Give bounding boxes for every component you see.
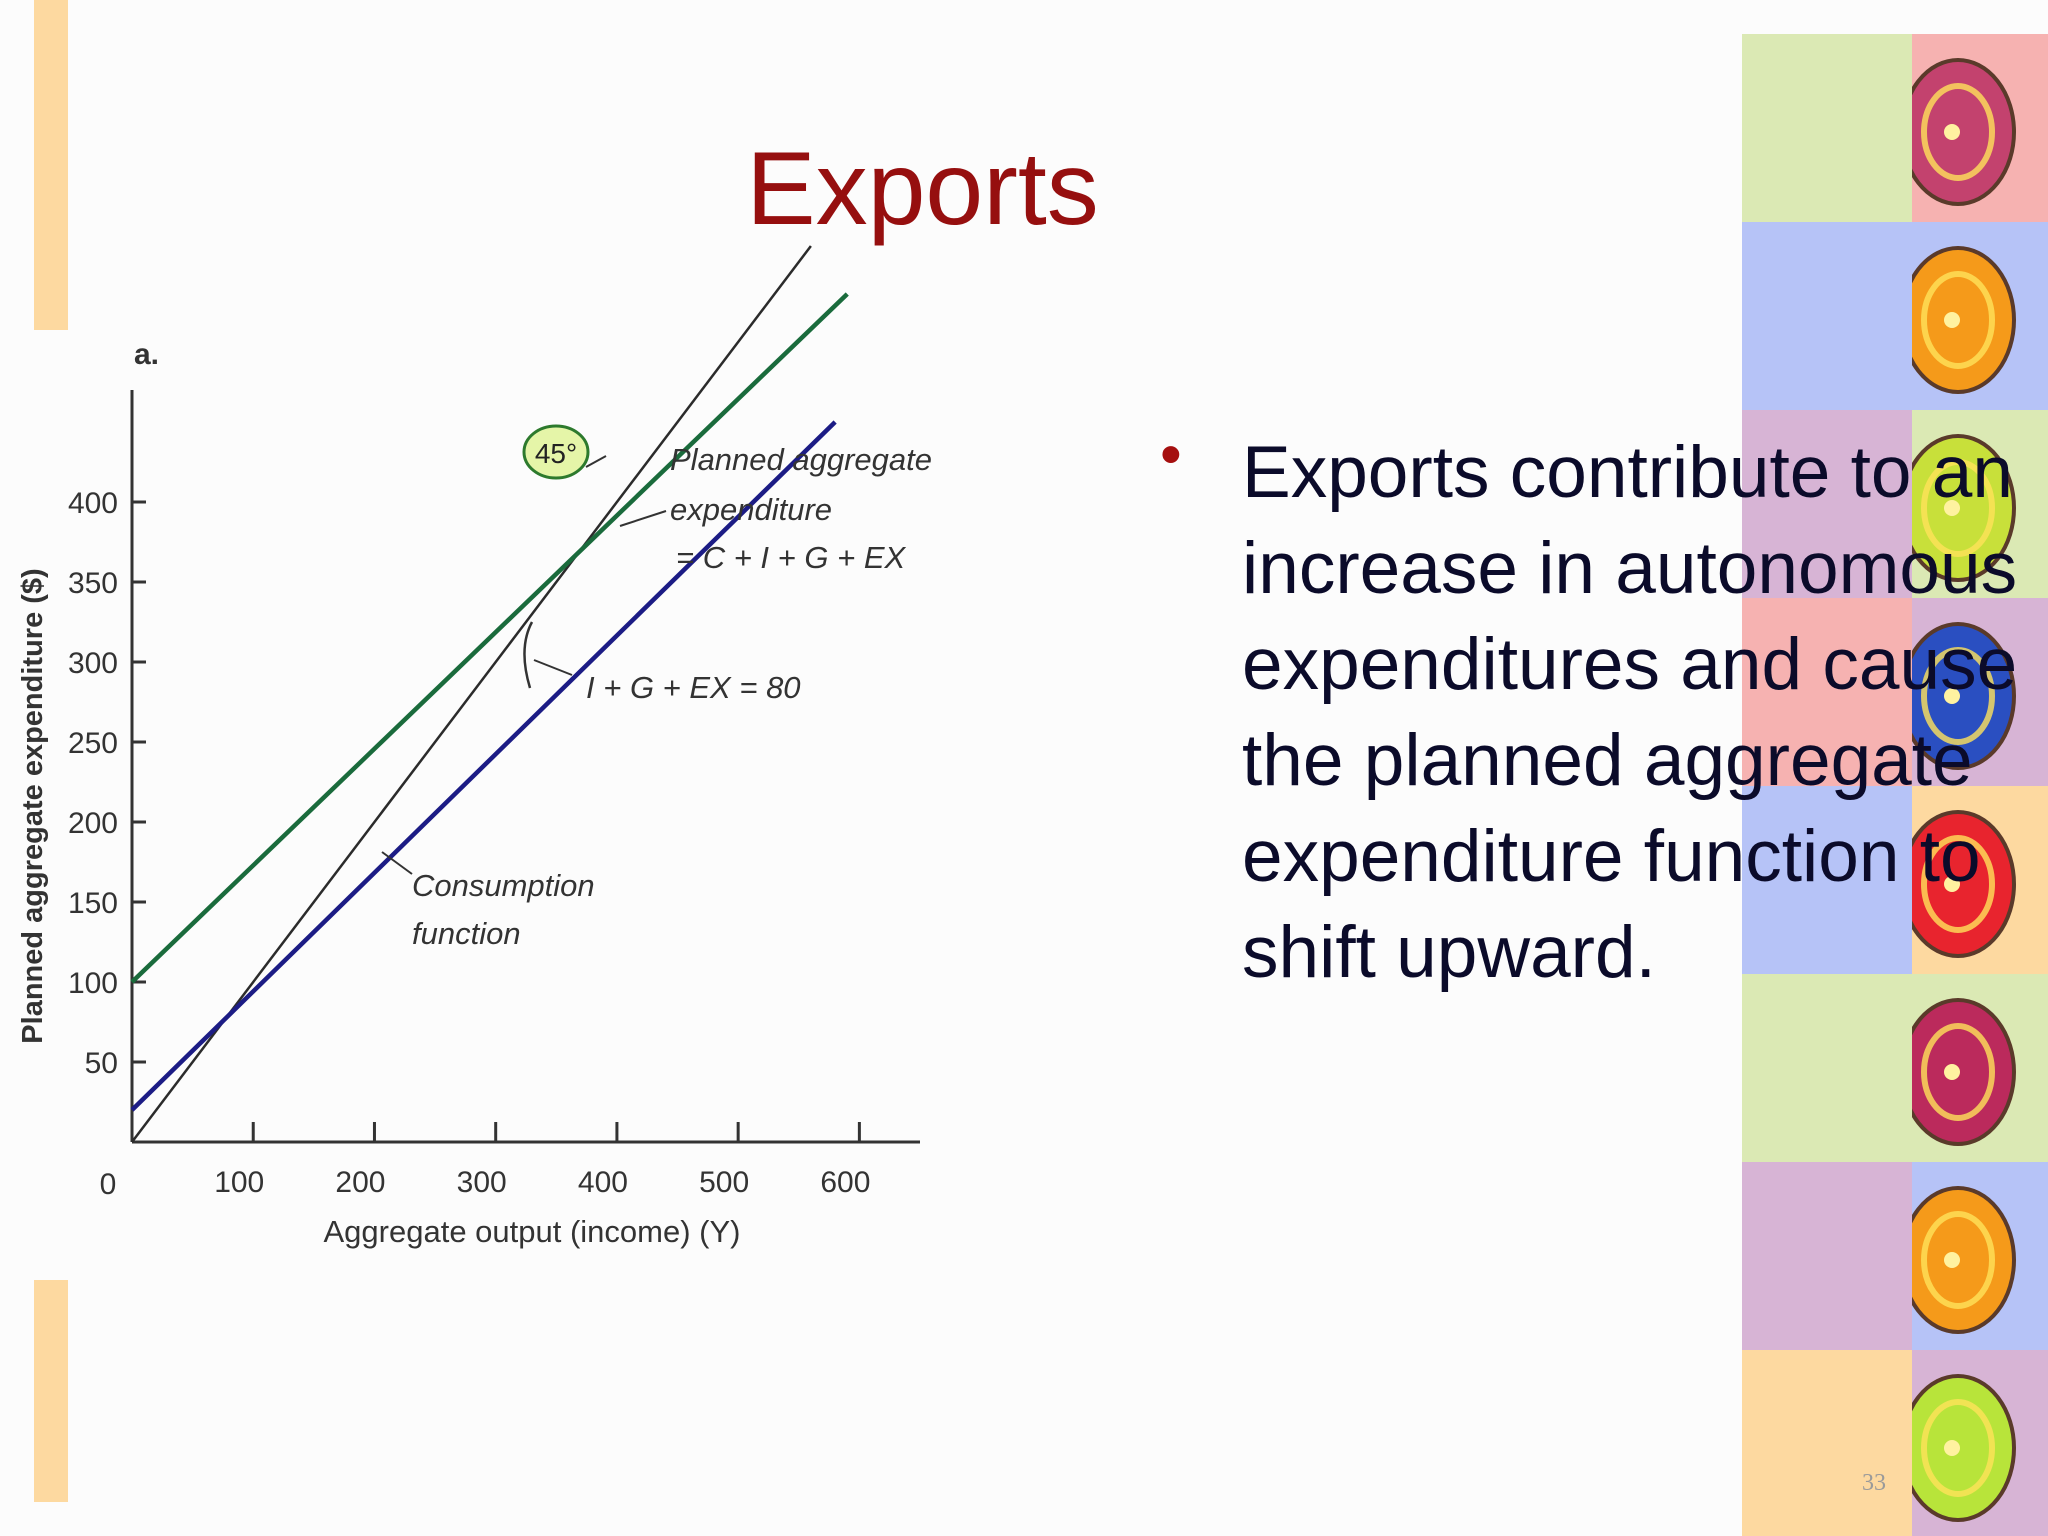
left-accent-bar-top [34,0,68,330]
chart-area: 100 200 300 400 500 600 0 50 100 150 200 250 300 350 4… [0,245,940,1290]
fruit-slice-icon [1900,246,2016,394]
y-tick-label: 300 [68,647,118,680]
panel-label: a. [134,338,159,371]
pae-label-line2: expenditure [670,492,832,527]
angle-label: 45° [535,438,577,469]
fruit-art-tile [1900,974,2048,1162]
pae-label-line3: = C + I + G + EX [676,540,906,575]
origin-label: 0 [100,1168,117,1201]
consumption-leader [381,851,413,875]
shift-label: I + G + EX = 80 [586,670,801,705]
consumption-label-line1: Consumption [412,868,595,903]
fruit-slice-icon [1900,810,2016,958]
sidebar-color-block [1742,1350,1912,1536]
x-tick-label: 400 [578,1166,628,1199]
y-axis-label: Planned aggregate expenditure ($) [17,568,49,1043]
consumption-label-line2: function [412,916,521,951]
page-number: 33 [1862,1470,1886,1496]
y-tick-label: 50 [85,1047,118,1080]
sidebar-color-block [1742,222,1912,410]
fruit-art-tile [1900,786,2048,974]
x-tick-label: 200 [335,1166,385,1199]
sidebar-color-block [1742,974,1912,1162]
fruit-slice-icon [1900,1186,2016,1334]
shift-bracket [523,621,534,689]
fruit-art-tile [1900,1162,2048,1350]
fruit-slice-icon [1900,998,2016,1146]
fruit-art-tile [1900,1350,2048,1536]
series-line-0 [131,245,812,1143]
sidebar-color-block [1742,598,1912,786]
y-tick-label: 100 [68,967,118,1000]
fruit-art-tile [1900,222,2048,410]
y-tick-label: 200 [68,807,118,840]
y-tick-label: 400 [68,487,118,520]
x-tick-label: 500 [699,1166,749,1199]
sidebar-color-block [1742,410,1912,598]
pae-leader [619,510,667,527]
y-tick-label: 250 [68,727,118,760]
sidebar-color-block [1742,786,1912,974]
series-line-1 [130,292,849,984]
decorative-sidebar [1742,34,2048,1536]
left-accent-bar-bottom [34,1280,68,1502]
x-tick-label: 300 [457,1166,507,1199]
x-tick-label: 600 [820,1166,870,1199]
series-line-2 [130,420,837,1112]
fruit-slice-icon [1900,58,2016,206]
y-tick-label: 150 [68,887,118,920]
fruit-art-tile [1900,34,2048,222]
fruit-slice-icon [1900,1374,2016,1522]
sidebar-color-block [1742,34,1912,222]
fruit-art-tile [1900,410,2048,598]
bullet-item: Exports contribute to an increase in aut… [1242,432,2018,993]
bullet-marker: • [1160,420,1182,489]
angle-badge [522,424,590,480]
slide-title: Exports [746,131,1099,247]
pae-label-line1: Planned aggregate [670,442,932,477]
fruit-art-tile [1900,598,2048,786]
shift-leader [533,659,573,676]
fruit-slice-icon [1900,434,2016,582]
angle-leader [585,455,607,468]
sidebar-color-block [1742,1162,1912,1350]
x-axis-label: Aggregate output (income) (Y) [324,1214,741,1249]
x-tick-label: 100 [214,1166,264,1199]
aggregate-expenditure-chart: 100 200 300 400 500 600 0 50 100 150 200 250 300 350 4… [17,245,932,1249]
y-tick-label: 350 [68,567,118,600]
